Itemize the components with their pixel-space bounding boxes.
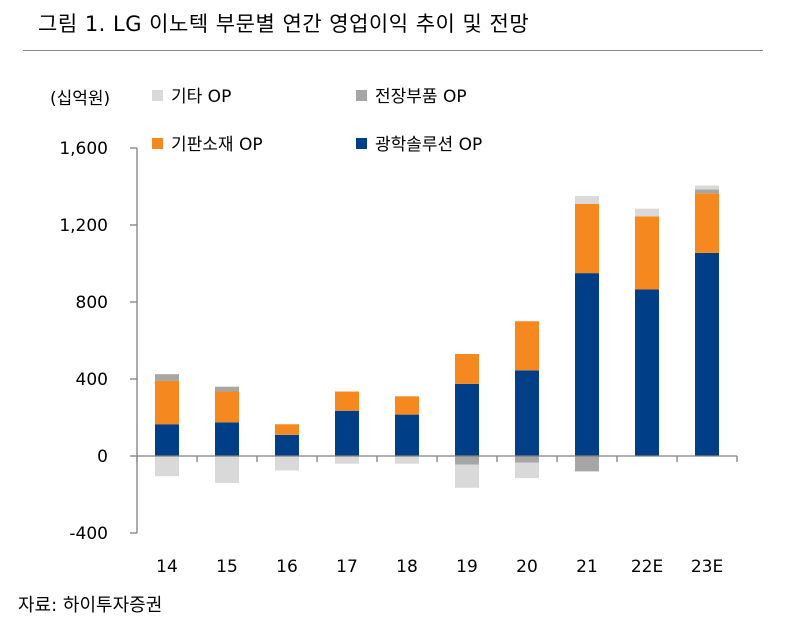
bar-segment	[215, 391, 239, 423]
bar-segment	[575, 196, 599, 204]
bar-segment	[155, 424, 179, 456]
bars	[155, 185, 719, 488]
bar-segment	[635, 216, 659, 290]
source-note: 자료: 하이투자증권	[18, 595, 163, 616]
x-axis: 14 15 16 17 18 19 20 21 22E 23E	[136, 455, 738, 577]
bar-segment	[395, 414, 419, 456]
bar-segment	[215, 386, 239, 392]
x-tick-label: 14	[156, 557, 178, 577]
bar-segment	[515, 456, 539, 463]
title-divider	[23, 50, 763, 51]
bar-segment	[635, 289, 659, 456]
legend-label: 전장부품 OP	[375, 87, 467, 107]
x-tick-label: 16	[276, 557, 298, 577]
legend-label: 기타 OP	[171, 87, 231, 107]
bar-segment	[395, 456, 419, 464]
bar-segment	[155, 456, 179, 477]
x-tick-label: 19	[456, 557, 478, 577]
x-tick-label: 22E	[631, 557, 663, 577]
x-tick-label: 23E	[691, 557, 723, 577]
bar-segment	[575, 456, 599, 472]
legend-label: 광학솔루션 OP	[375, 135, 482, 155]
x-tick-label: 18	[396, 557, 418, 577]
bar-segment	[155, 380, 179, 425]
bar-segment	[395, 396, 419, 415]
bar-segment	[335, 456, 359, 464]
x-tick-label: 21	[576, 557, 598, 577]
bar-segment	[575, 203, 599, 274]
x-tick-label: 20	[516, 557, 538, 577]
bar-segment	[215, 422, 239, 456]
bar-segment	[275, 434, 299, 456]
bar-segment	[155, 374, 179, 381]
legend-label: 기판소재 OP	[171, 135, 263, 155]
y-tick-label: 1,200	[59, 216, 108, 236]
bar-segment	[275, 456, 299, 471]
y-tick-label: -400	[69, 524, 108, 544]
y-tick-label: 400	[76, 370, 108, 390]
bar-segment	[695, 193, 719, 253]
x-tick-label: 15	[216, 557, 238, 577]
bar-segment	[515, 370, 539, 456]
legend: 기타 OP 전장부품 OP 기판소재 OP 광학솔루션 OP	[152, 87, 482, 155]
bar-segment	[455, 456, 479, 465]
chart-title: 그림 1. LG 이노텍 부문별 연간 영업이익 추이 및 전망	[38, 12, 530, 36]
bar-segment	[335, 410, 359, 456]
bar-segment	[695, 189, 719, 194]
bar-segment	[635, 208, 659, 217]
legend-swatch	[356, 90, 367, 101]
bar-segment	[215, 456, 239, 483]
y-axis: -400 0 400 800 1,200 1,600	[59, 139, 138, 544]
bar-segment	[695, 185, 719, 190]
bar-segment	[515, 321, 539, 371]
legend-swatch	[152, 90, 163, 101]
y-tick-label: 1,600	[59, 139, 108, 159]
bar-segment	[335, 391, 359, 411]
bar-segment	[455, 464, 479, 488]
x-tick-label: 17	[336, 557, 358, 577]
y-tick-label: 800	[76, 293, 108, 313]
bar-segment	[515, 462, 539, 479]
legend-swatch	[152, 138, 163, 149]
legend-swatch	[356, 138, 367, 149]
bar-segment	[695, 252, 719, 456]
y-tick-label: 0	[97, 447, 108, 467]
bar-segment	[575, 273, 599, 456]
bar-segment	[455, 353, 479, 384]
bar-segment	[455, 383, 479, 456]
bar-segment	[275, 424, 299, 435]
unit-label: (십억원)	[50, 89, 110, 109]
